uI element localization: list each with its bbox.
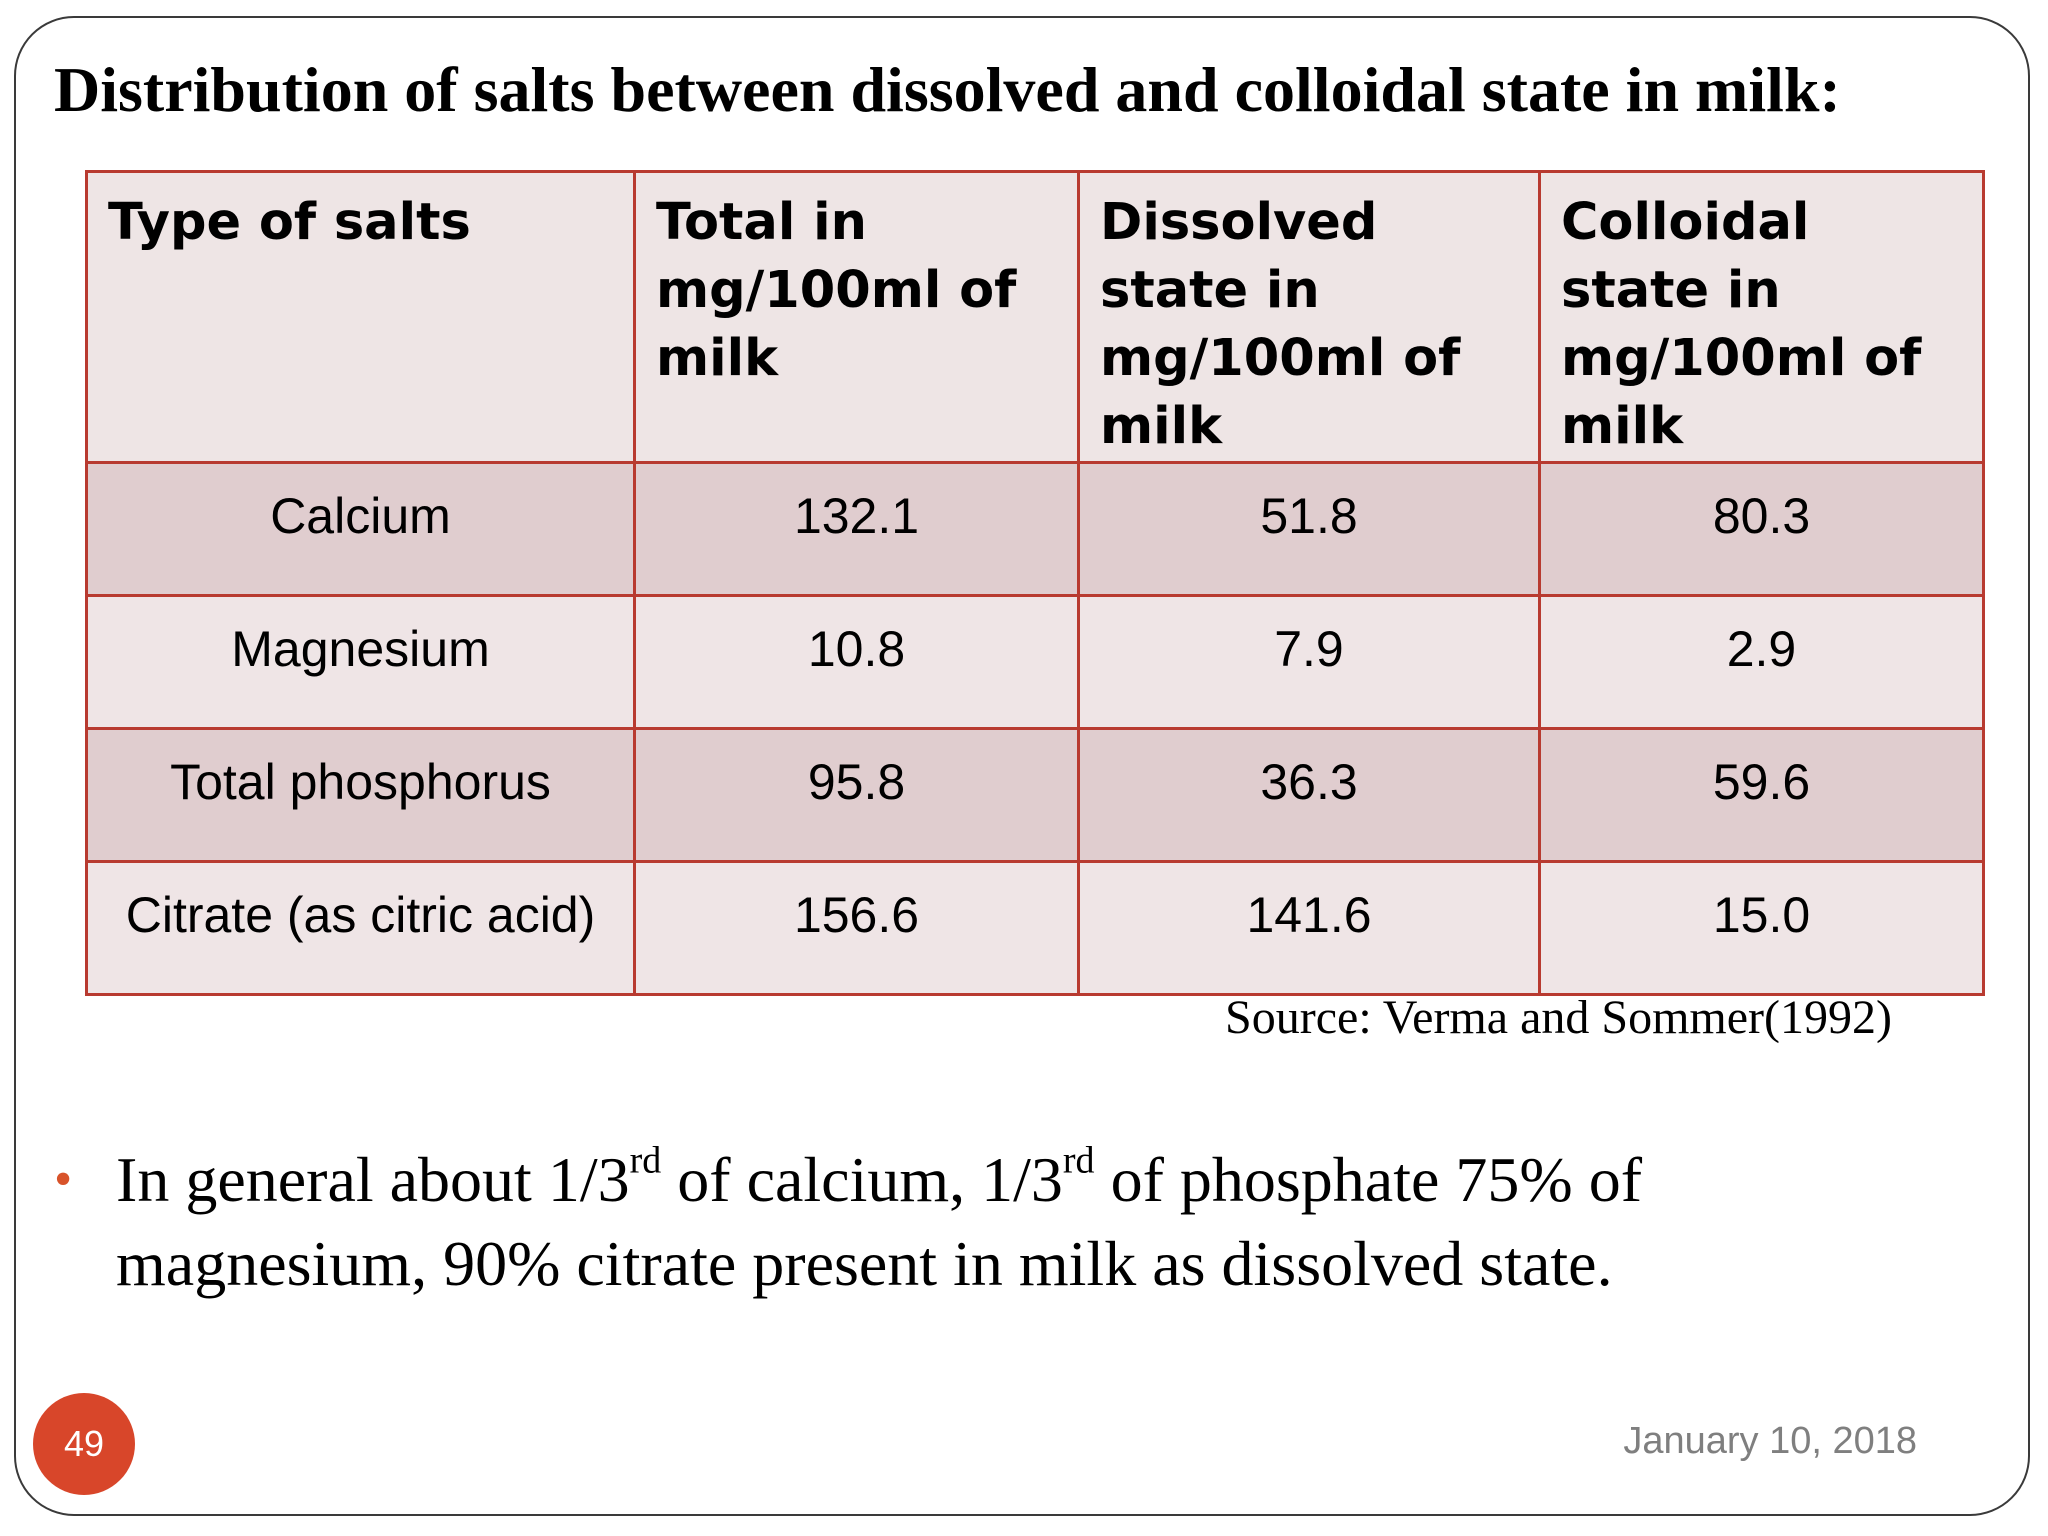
cell-dissolved: 36.3 [1077,727,1541,863]
cell-total: 156.6 [633,860,1080,996]
table-row: Magnesium 10.8 7.9 2.9 [85,594,1985,730]
table-row: Citrate (as citric acid) 156.6 141.6 15.… [85,860,1985,996]
superscript-ordinal: rd [629,1139,662,1182]
header-type-of-salts: Type of salts [85,170,636,464]
slide-date: January 10, 2018 [1623,1420,1917,1462]
cell-dissolved: 51.8 [1077,461,1541,597]
slide-title: Distribution of salts between dissolved … [54,54,1841,125]
bullet-icon: • [54,1151,73,1208]
page-number: 49 [63,1423,105,1464]
cell-dissolved: 7.9 [1077,594,1541,730]
header-dissolved: Dissolved state in mg/100ml of milk [1077,170,1541,464]
header-total: Total in mg/100ml of milk [633,170,1080,464]
cell-colloidal: 15.0 [1538,860,1985,996]
header-colloidal: Colloidal state in mg/100ml of milk [1538,170,1985,464]
cell-total: 95.8 [633,727,1080,863]
cell-salt-name: Total phosphorus [85,727,636,863]
salts-table: Type of salts Total in mg/100ml of milk … [85,170,1985,996]
cell-salt-name: Citrate (as citric acid) [85,860,636,996]
page-number-badge: 49 [33,1393,135,1495]
bullet-text-part: of calcium, 1/3 [661,1144,1063,1215]
cell-dissolved: 141.6 [1077,860,1541,996]
source-citation: Source: Verma and Sommer(1992) [1225,991,1892,1044]
cell-colloidal: 2.9 [1538,594,1985,730]
table-row: Total phosphorus 95.8 36.3 59.6 [85,727,1985,863]
cell-colloidal: 59.6 [1538,727,1985,863]
cell-total: 10.8 [633,594,1080,730]
table-row: Calcium 132.1 51.8 80.3 [85,461,1985,597]
superscript-ordinal: rd [1062,1139,1095,1182]
cell-salt-name: Magnesium [85,594,636,730]
cell-colloidal: 80.3 [1538,461,1985,597]
bullet-text-part: of phosphate 75% of magnesium, 90% citra… [116,1144,1642,1299]
cell-salt-name: Calcium [85,461,636,597]
bullet-point: • In general about 1/3rd of calcium, 1/3… [54,1138,1954,1306]
bullet-text: In general about 1/3rd of calcium, 1/3rd… [116,1138,1954,1306]
bullet-text-part: In general about 1/3 [116,1144,630,1215]
table-header-row: Type of salts Total in mg/100ml of milk … [85,170,1985,464]
cell-total: 132.1 [633,461,1080,597]
